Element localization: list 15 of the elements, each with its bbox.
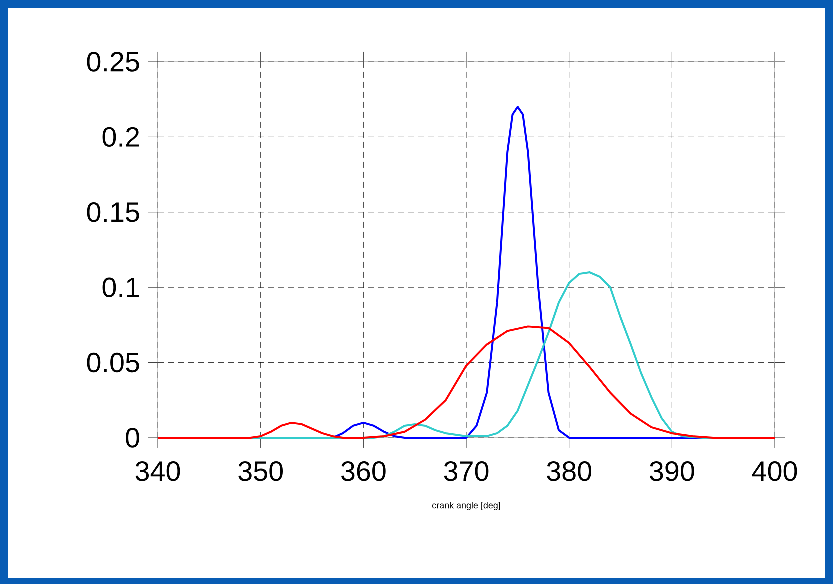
x-axis-title: crank angle [deg] [432,502,500,510]
y-tick-label: 0.1 [102,278,140,298]
x-tick-label: 370 [444,462,489,482]
x-tick-label: 360 [341,462,386,482]
y-tick-label: 0.2 [102,127,140,148]
x-tick-label: 340 [136,462,180,482]
y-tick-label: 0.05 [87,352,140,373]
x-tick-label: 350 [238,462,284,482]
y-tick-label: 0.25 [87,52,140,72]
line-series [157,326,776,439]
x-tick-label: 380 [547,462,592,482]
x-tick-label: 400 [752,462,798,482]
y-tick-label: 0 [126,428,140,448]
y-tick-label: 0.15 [87,202,140,222]
x-tick-label: 390 [650,462,694,482]
